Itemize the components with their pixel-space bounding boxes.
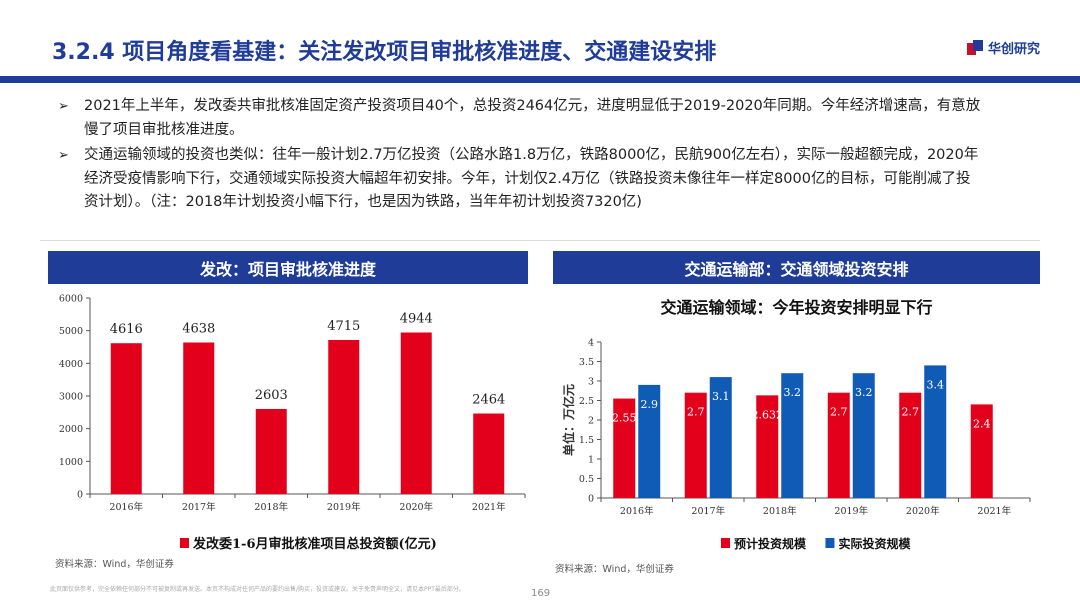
data-label: 4715	[327, 319, 360, 334]
legend-swatch	[825, 538, 835, 548]
bar	[781, 373, 804, 498]
arrow-bullet-icon: ➢	[58, 99, 69, 114]
left-panel-header: 发改：项目审批核准进度	[48, 251, 528, 284]
legend-swatch	[721, 538, 730, 548]
logo-mark-icon	[966, 39, 983, 56]
data-label: 2.9	[641, 398, 659, 411]
bar	[684, 392, 707, 498]
data-label: 2.55	[612, 412, 637, 425]
bar	[709, 377, 732, 498]
left-bar-chart: 0 1000 2000 3000 4000 5000 6000 2016年 2017年 2018年…	[59, 294, 526, 552]
right-bar-chart: 0 0.5 1 1.5 2 2.5 3 3.5 4 2016年 2017年 2018年 2019年 202…	[561, 338, 1031, 551]
bar	[255, 408, 287, 494]
x-tick-label: 2016年	[109, 501, 143, 513]
bar	[400, 332, 432, 494]
bar	[924, 365, 947, 498]
legend-label: 实际投资规模	[838, 536, 911, 551]
data-label: 4638	[182, 321, 215, 336]
right-source-note: 资料来源：Wind，华创证券	[555, 564, 674, 575]
y-tick-label: 2.5	[579, 396, 594, 407]
bar	[110, 343, 142, 494]
y-tick-label: 0.5	[579, 474, 594, 485]
legend-label: 预计投资规模	[734, 536, 807, 551]
y-tick-label: 0	[77, 490, 83, 501]
bar	[473, 413, 505, 494]
right-panel-header: 交通运输部：交通领域投资安排	[553, 251, 1040, 284]
bar	[899, 392, 922, 498]
x-tick-label: 2017年	[182, 501, 216, 513]
data-label: 2.632	[752, 408, 784, 421]
bullet-item: ➢ 交通运输领域的投资也类似：往年一般计划2.7万亿投资（公路水路1.8万亿，铁…	[58, 144, 1048, 215]
x-tick-label: 2021年	[472, 501, 506, 513]
y-tick-label: 6000	[59, 294, 83, 305]
y-tick-label: 4000	[59, 359, 83, 370]
data-label: 2.7	[902, 406, 920, 419]
section-divider	[40, 240, 1040, 241]
bar	[328, 339, 360, 494]
bar	[756, 395, 779, 498]
data-label: 4944	[400, 311, 433, 326]
logo-text: 华创研究	[987, 42, 1040, 57]
bullet-item: ➢ 2021年上半年，发改委共审批核准固定资产投资项目40个，总投资2464亿元…	[58, 95, 1048, 142]
bar	[852, 373, 875, 498]
y-tick-label: 2	[588, 416, 594, 427]
data-label: 3.4	[927, 378, 945, 391]
data-label: 2.4	[973, 417, 991, 430]
title-rule	[0, 76, 1080, 83]
arrow-bullet-icon: ➢	[58, 148, 69, 163]
x-tick-label: 2020年	[906, 505, 940, 517]
x-tick-label: 2020年	[399, 501, 433, 513]
y-tick-label: 3	[588, 377, 594, 388]
bar	[183, 342, 215, 494]
x-tick-label: 2017年	[691, 505, 725, 517]
x-tick-label: 2019年	[834, 505, 868, 517]
y-axis-label: 单位：万亿元	[561, 384, 576, 456]
bar	[827, 392, 850, 498]
x-tick-label: 2016年	[620, 505, 654, 517]
data-label: 4616	[110, 322, 143, 337]
bar	[970, 404, 993, 498]
data-label: 3.2	[855, 386, 873, 399]
data-label: 2.7	[830, 406, 848, 419]
brand-logo: 华创研究	[966, 38, 1040, 57]
right-chart-title: 交通运输领域：今年投资安排明显下行	[660, 298, 933, 317]
disclaimer: 此页面仅供参考，完全依赖任何部分不可被复制或再发送。本页不构成对任何产品的要约出…	[50, 586, 465, 593]
y-tick-label: 5000	[59, 326, 83, 337]
left-source-note: 资料来源：Wind，华创证券	[55, 559, 174, 570]
data-label: 2.7	[687, 406, 705, 419]
bullet-line: 经济受疫情影响下行，交通领域实际投资大幅超年初安排。今年，计划仅2.4万亿（铁路…	[84, 170, 971, 187]
y-tick-label: 0	[588, 494, 594, 505]
y-tick-label: 3.5	[579, 357, 594, 368]
bullet-line: 慢了项目审批核准进度。	[84, 121, 244, 138]
bullet-list: ➢ 2021年上半年，发改委共审批核准固定资产投资项目40个，总投资2464亿元…	[58, 95, 1048, 217]
data-label: 2464	[472, 393, 505, 408]
bullet-line: 交通运输领域的投资也类似：往年一般计划2.7万亿投资（公路水路1.8万亿，铁路8…	[84, 147, 979, 163]
y-tick-label: 1.5	[579, 435, 594, 446]
data-label: 2603	[255, 388, 288, 403]
y-tick-label: 1	[588, 455, 594, 466]
y-tick-label: 1000	[59, 457, 83, 468]
x-tick-label: 2021年	[977, 505, 1011, 517]
legend-swatch	[180, 538, 189, 548]
data-label: 3.1	[712, 390, 730, 403]
x-tick-label: 2018年	[254, 501, 288, 513]
y-tick-label: 4	[588, 338, 594, 349]
x-tick-label: 2018年	[763, 505, 797, 517]
page-title: 3.2.4 项目角度看基建：关注发改项目审批核准进度、交通建设安排	[52, 40, 717, 65]
y-tick-label: 3000	[59, 392, 83, 403]
data-label: 3.2	[784, 386, 802, 399]
bullet-line: 资计划）。（注：2018年计划投资小幅下行，也是因为铁路，当年年初计划投资732…	[84, 194, 642, 210]
bullet-line: 2021年上半年，发改委共审批核准固定资产投资项目40个，总投资2464亿元，进…	[84, 98, 981, 114]
legend-label: 发改委1-6月审批核准项目总投资额(亿元)	[192, 536, 437, 552]
bar	[638, 384, 661, 498]
y-tick-label: 2000	[59, 424, 83, 435]
x-tick-label: 2019年	[327, 501, 361, 513]
page-number: 169	[531, 588, 551, 599]
bar	[613, 398, 636, 498]
